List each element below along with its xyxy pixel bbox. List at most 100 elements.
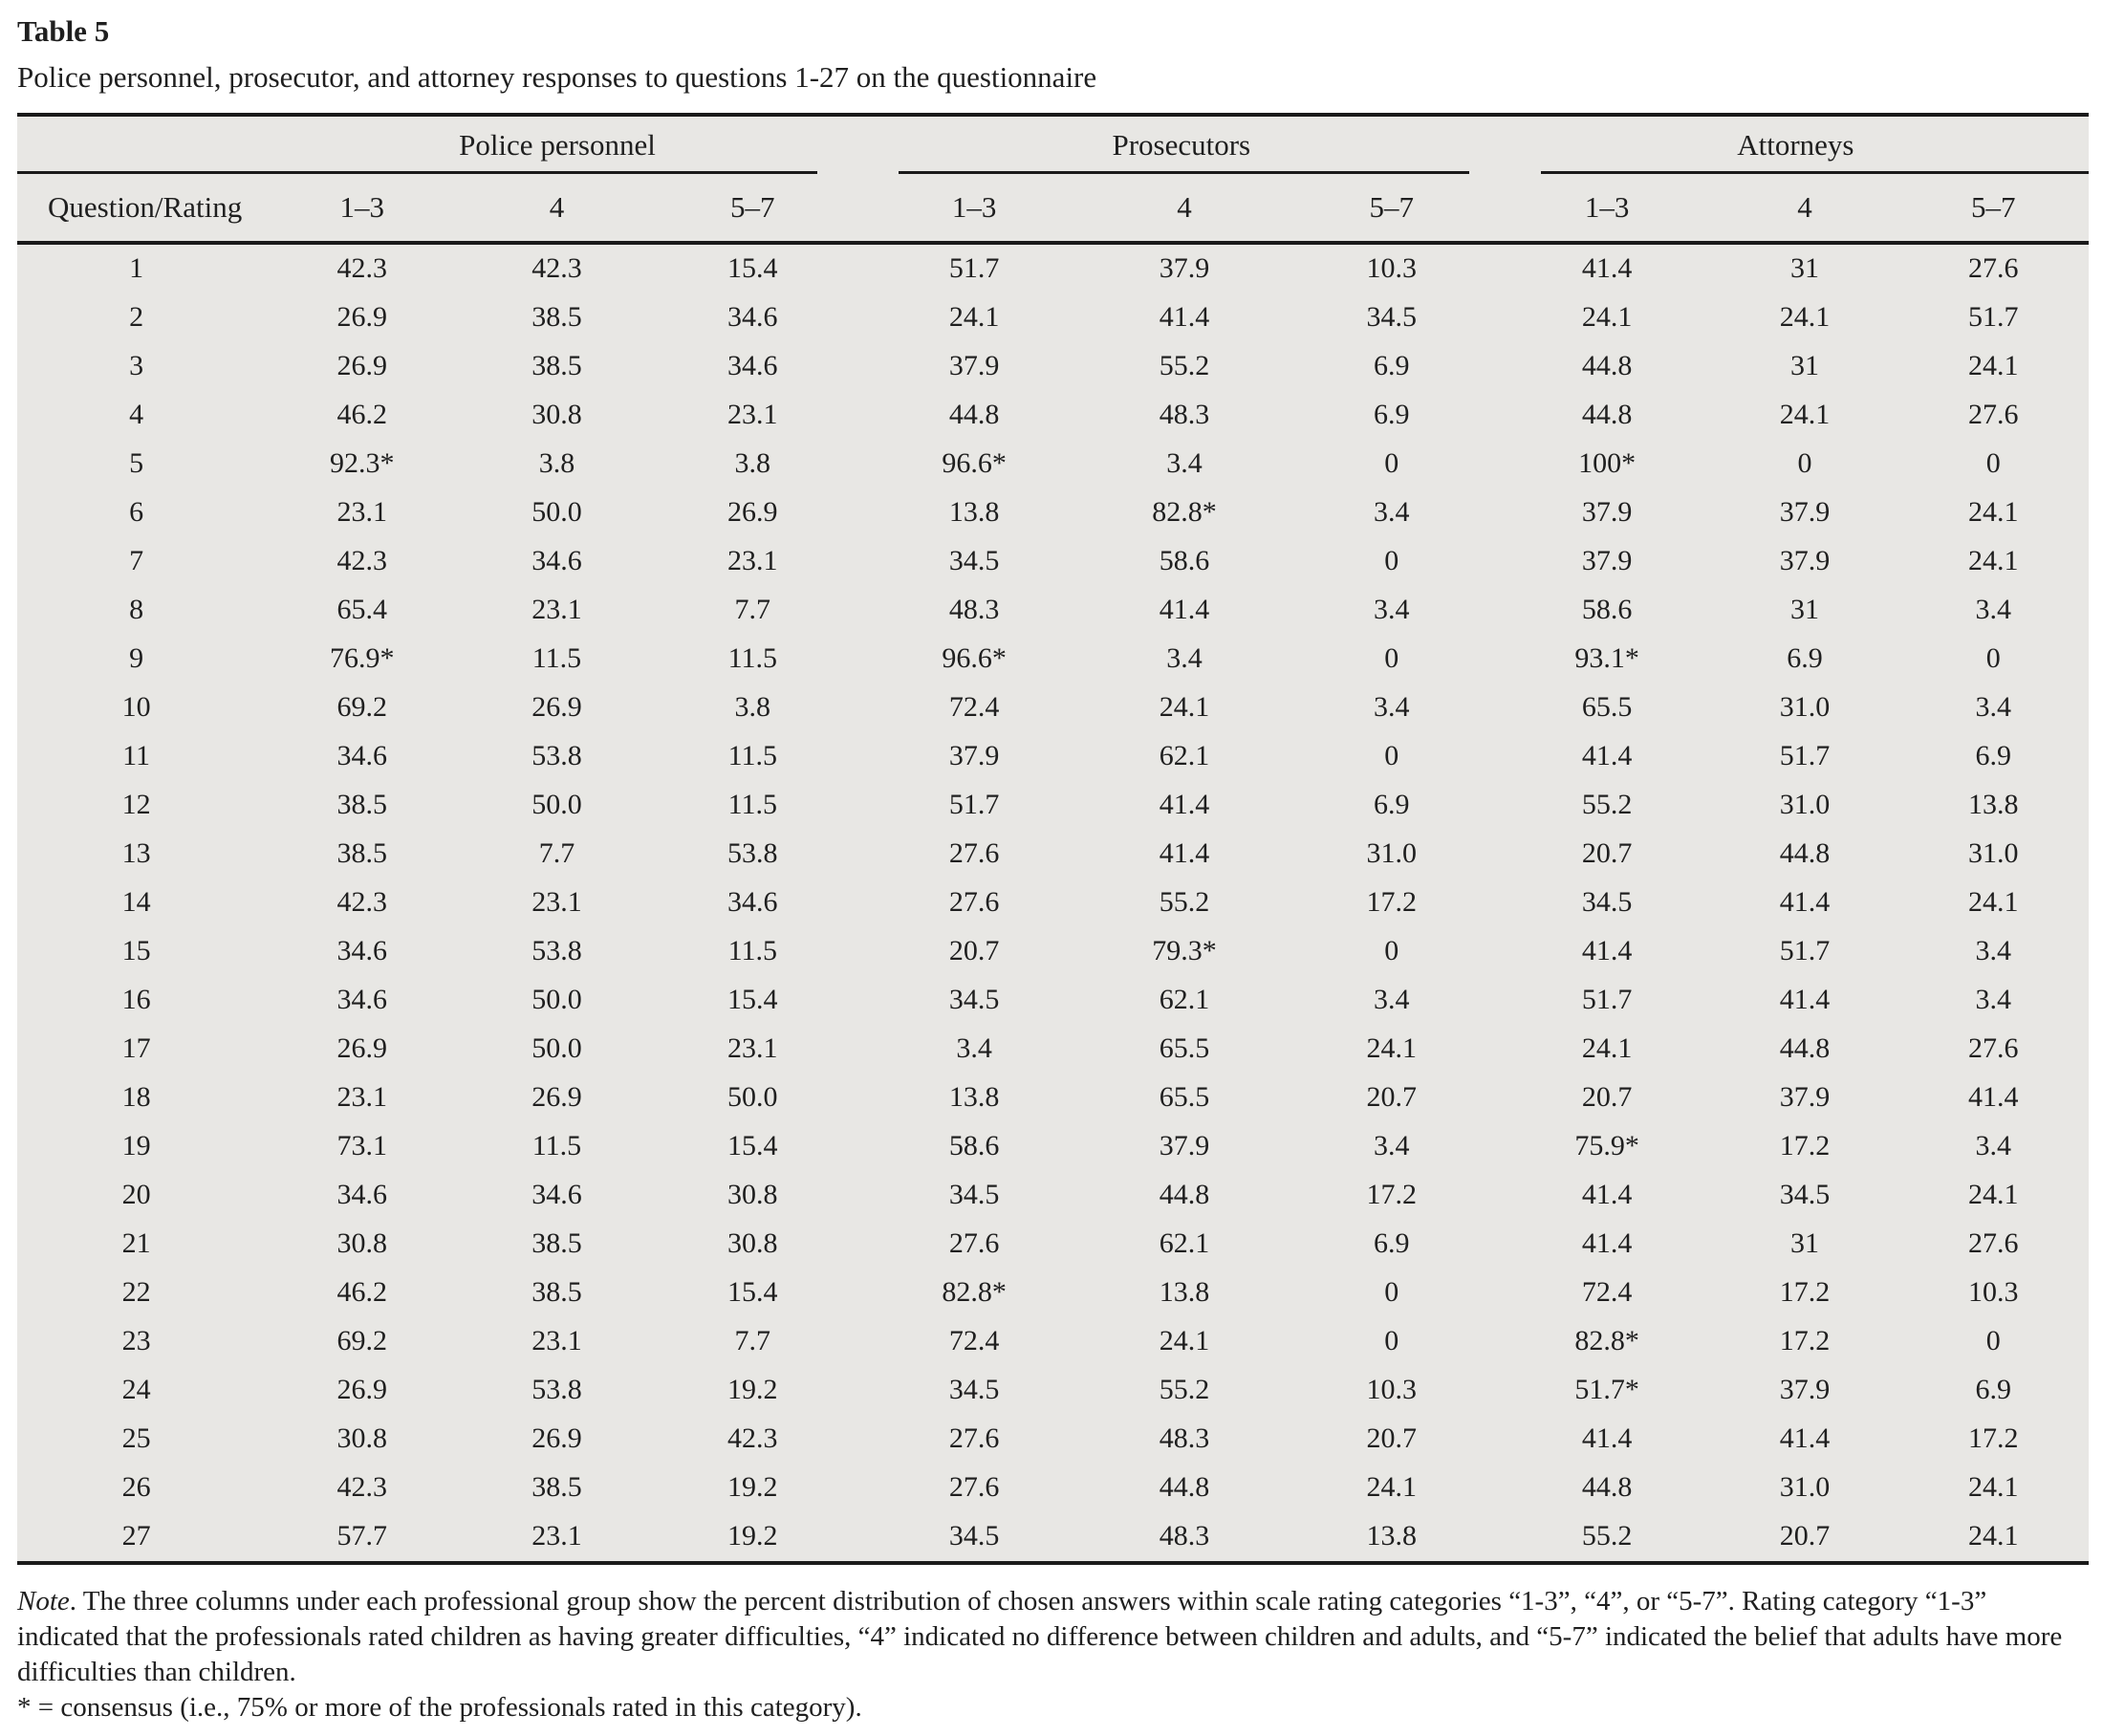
value-cell: 6.9 — [1373, 1227, 1410, 1259]
question-number: 8 — [129, 594, 144, 625]
value-cell: 0 — [1384, 1325, 1399, 1356]
value-cell: 53.8 — [531, 1374, 582, 1405]
value-cell: 3.4 — [1166, 447, 1203, 479]
value-cell: 24.1 — [1968, 496, 2019, 528]
value-cell: 48.3 — [1159, 399, 1210, 430]
value-cell: 55.2 — [1159, 1374, 1210, 1405]
value-cell: 37.9 — [1159, 252, 1210, 284]
value-cell: 24.1 — [1779, 301, 1831, 333]
value-cell: 23.1 — [531, 594, 582, 625]
value-cell: 23.1 — [727, 399, 778, 430]
value-cell: 3.4 — [1975, 594, 2012, 625]
value-cell: 27.6 — [948, 1422, 1000, 1454]
value-cell: 34.5 — [948, 1520, 1000, 1552]
value-cell: 34.5 — [948, 545, 1000, 576]
value-cell: 20.7 — [1779, 1520, 1831, 1552]
value-cell: 65.5 — [1159, 1032, 1210, 1064]
value-cell: 26.9 — [336, 1032, 388, 1064]
value-cell: 41.4 — [1159, 301, 1210, 333]
value-cell: 55.2 — [1581, 789, 1633, 820]
value-cell: 37.9 — [948, 740, 1000, 771]
table-row: 24 26.9 53.8 19.2 34.5 55.2 10.3 51.7* 37.9 6.9 — [17, 1366, 2089, 1415]
value-cell: 27.6 — [948, 837, 1000, 869]
value-cell: 17.2 — [1779, 1276, 1831, 1308]
value-cell: 3.4 — [1975, 935, 2012, 966]
value-cell: 50.0 — [531, 496, 582, 528]
value-cell: 34.5 — [1581, 886, 1633, 918]
value-cell: 34.6 — [336, 1179, 388, 1210]
value-cell: 34.6 — [531, 545, 582, 576]
value-cell: 7.7 — [734, 594, 771, 625]
table-row: 17 26.9 50.0 23.1 3.4 65.5 24.1 24.1 44.8 27.6 — [17, 1025, 2089, 1074]
value-cell: 58.6 — [1159, 545, 1210, 576]
value-cell: 23.1 — [727, 545, 778, 576]
table-row: 21 30.8 38.5 30.8 27.6 62.1 6.9 41.4 31 27.6 — [17, 1220, 2089, 1269]
value-cell: 20.7 — [1581, 1081, 1633, 1113]
value-cell: 51.7* — [1574, 1374, 1639, 1405]
value-cell: 30.8 — [727, 1179, 778, 1210]
value-cell: 15.4 — [727, 1276, 778, 1308]
table-row: 10 69.2 26.9 3.8 72.4 24.1 3.4 65.5 31.0 3.4 — [17, 684, 2089, 732]
value-cell: 0 — [1985, 1325, 2001, 1356]
column-header-police-5-7: 5–7 — [644, 173, 860, 245]
value-cell: 44.8 — [948, 399, 1000, 430]
value-cell: 72.4 — [948, 1325, 1000, 1356]
value-cell: 15.4 — [727, 252, 778, 284]
value-cell: 3.8 — [734, 447, 771, 479]
value-cell: 34.5 — [948, 984, 1000, 1015]
value-cell: 24.1 — [1968, 1179, 2019, 1210]
value-cell: 26.9 — [531, 1081, 582, 1113]
value-cell: 27.6 — [1968, 252, 2019, 284]
column-header-row: Question/Rating 1–3 4 5–7 1–3 4 5–7 1–3 … — [17, 173, 2089, 245]
table-row: 26 42.3 38.5 19.2 27.6 44.8 24.1 44.8 31.0 24.1 — [17, 1464, 2089, 1512]
question-number: 21 — [121, 1227, 151, 1259]
column-header-attorneys-4: 4 — [1711, 173, 1898, 245]
table-body: 1 42.3 42.3 15.4 51.7 37.9 10.3 41.4 31 27.6 2 26.9… — [17, 243, 2089, 1563]
table-row: 19 73.1 11.5 15.4 58.6 37.9 3.4 75.9* 17.2 3.4 — [17, 1122, 2089, 1171]
value-cell: 24.1 — [1159, 691, 1210, 723]
value-cell: 72.4 — [1581, 1276, 1633, 1308]
value-cell: 44.8 — [1159, 1471, 1210, 1503]
value-cell: 37.9 — [1779, 1081, 1831, 1113]
group-header-attorneys: Attorneys — [1503, 115, 2090, 174]
value-cell: 34.6 — [727, 301, 778, 333]
question-number: 10 — [121, 691, 151, 723]
value-cell: 0 — [1797, 447, 1812, 479]
value-cell: 31 — [1790, 252, 1820, 284]
value-cell: 51.7 — [1779, 935, 1831, 966]
value-cell: 38.5 — [531, 1471, 582, 1503]
value-cell: 26.9 — [531, 691, 582, 723]
value-cell: 37.9 — [1581, 496, 1633, 528]
value-cell: 37.9 — [1581, 545, 1633, 576]
table-row: 6 23.1 50.0 26.9 13.8 82.8* 3.4 37.9 37.9 24.1 — [17, 488, 2089, 537]
value-cell: 11.5 — [727, 935, 777, 966]
value-cell: 6.9 — [1373, 789, 1410, 820]
value-cell: 55.2 — [1159, 350, 1210, 381]
value-cell: 92.3* — [330, 447, 395, 479]
group-header-prosecutors: Prosecutors — [860, 115, 1503, 174]
table-row: 25 30.8 26.9 42.3 27.6 48.3 20.7 41.4 41.4 17.2 — [17, 1415, 2089, 1464]
question-number: 23 — [121, 1325, 151, 1356]
question-number: 5 — [129, 447, 144, 479]
value-cell: 65.5 — [1581, 691, 1633, 723]
question-number: 14 — [121, 886, 151, 918]
value-cell: 41.4 — [1779, 984, 1831, 1015]
column-header-prosecutors-5-7: 5–7 — [1280, 173, 1503, 245]
value-cell: 34.5 — [948, 1179, 1000, 1210]
table-row: 11 34.6 53.8 11.5 37.9 62.1 0 41.4 51.7 6.9 — [17, 732, 2089, 781]
value-cell: 41.4 — [1581, 935, 1633, 966]
group-header-police: Police personnel — [17, 115, 860, 174]
value-cell: 37.9 — [1779, 496, 1831, 528]
value-cell: 19.2 — [727, 1374, 778, 1405]
value-cell: 13.8 — [1968, 789, 2019, 820]
value-cell: 24.1 — [948, 301, 1000, 333]
value-cell: 11.5 — [727, 642, 777, 674]
question-number: 9 — [129, 642, 144, 674]
table-row: 7 42.3 34.6 23.1 34.5 58.6 0 37.9 37.9 24.1 — [17, 537, 2089, 586]
value-cell: 31 — [1790, 350, 1820, 381]
value-cell: 27.6 — [1968, 399, 2019, 430]
table-row: 15 34.6 53.8 11.5 20.7 79.3* 0 41.4 51.7 3.4 — [17, 927, 2089, 976]
value-cell: 41.4 — [1581, 1227, 1633, 1259]
value-cell: 41.4 — [1779, 1422, 1831, 1454]
